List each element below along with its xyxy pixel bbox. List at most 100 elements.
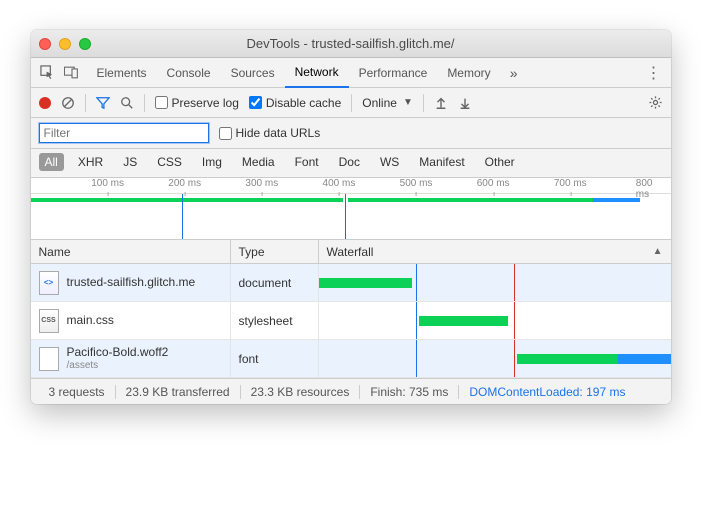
table-row[interactable]: Pacifico-Bold.woff2/assets font <box>31 340 671 378</box>
waterfall-marker <box>416 264 417 301</box>
tab-elements[interactable]: Elements <box>87 58 157 88</box>
more-tabs-button[interactable]: » <box>503 62 525 84</box>
status-bar: 3 requests 23.9 KB transferred 23.3 KB r… <box>31 378 671 404</box>
cell-type: document <box>231 264 319 301</box>
request-name: trusted-sailfish.glitch.me <box>67 275 196 289</box>
waterfall-marker <box>416 302 417 339</box>
hide-data-urls-checkbox[interactable]: Hide data URLs <box>219 126 321 140</box>
cell-name: <>trusted-sailfish.glitch.me <box>31 264 231 301</box>
waterfall-marker <box>514 264 515 301</box>
file-css-icon: CSS <box>39 309 59 333</box>
device-toolbar-icon[interactable] <box>61 62 83 84</box>
timeline-bar <box>501 198 594 202</box>
inspect-element-icon[interactable] <box>37 62 59 84</box>
timeline-tick: 200 ms <box>168 178 201 189</box>
preserve-log-input[interactable] <box>155 96 168 109</box>
clear-button[interactable] <box>61 96 75 110</box>
table-row[interactable]: <>trusted-sailfish.glitch.medocument <box>31 264 671 302</box>
type-filter-doc[interactable]: Doc <box>333 153 366 171</box>
waterfall-marker <box>514 340 515 377</box>
column-waterfall[interactable]: Waterfall ▲ <box>319 240 671 263</box>
timeline-bar <box>348 198 501 202</box>
timeline-bar <box>168 198 343 202</box>
timeline-tick: 600 ms <box>477 178 510 189</box>
status-resources: 23.3 KB resources <box>241 385 361 399</box>
preserve-log-checkbox[interactable]: Preserve log <box>155 96 239 110</box>
filter-icon[interactable] <box>96 96 110 110</box>
timeline-tick: 500 ms <box>400 178 433 189</box>
network-toolbar: Preserve log Disable cache Online ▼ <box>31 88 671 118</box>
kebab-menu-icon[interactable]: ⋮ <box>643 62 665 84</box>
type-filter-font[interactable]: Font <box>289 153 325 171</box>
preserve-log-label: Preserve log <box>172 96 239 110</box>
overview-timeline[interactable]: 100 ms 200 ms 300 ms 400 ms 500 ms 600 ms 700 … <box>31 178 671 240</box>
panel-tabs: ElementsConsoleSourcesNetworkPerformance… <box>31 58 671 88</box>
cell-type: stylesheet <box>231 302 319 339</box>
timeline-ruler: 100 ms 200 ms 300 ms 400 ms 500 ms 600 ms 700 … <box>31 178 671 194</box>
column-name[interactable]: Name <box>31 240 231 263</box>
hide-data-urls-input[interactable] <box>219 127 232 140</box>
throttling-select[interactable]: Online ▼ <box>362 96 413 110</box>
filter-input[interactable] <box>39 123 209 143</box>
request-name: main.css <box>67 313 114 327</box>
status-transferred: 23.9 KB transferred <box>116 385 241 399</box>
throttling-value: Online <box>362 96 397 110</box>
search-icon[interactable] <box>120 96 134 110</box>
timeline-tick: 300 ms <box>245 178 278 189</box>
disable-cache-input[interactable] <box>249 96 262 109</box>
divider <box>351 94 352 112</box>
type-filter-ws[interactable]: WS <box>374 153 405 171</box>
request-name: Pacifico-Bold.woff2 <box>67 345 169 359</box>
type-filter-media[interactable]: Media <box>236 153 281 171</box>
devtools-window: DevTools - trusted-sailfish.glitch.me/ E… <box>31 30 671 404</box>
divider <box>144 94 145 112</box>
divider <box>423 94 424 112</box>
settings-gear-icon[interactable] <box>648 95 663 110</box>
table-body: <>trusted-sailfish.glitch.medocument CSS m… <box>31 264 671 378</box>
status-requests: 3 requests <box>39 385 116 399</box>
window-title: DevTools - trusted-sailfish.glitch.me/ <box>31 36 671 51</box>
file-font-icon <box>39 347 59 371</box>
timeline-body <box>31 194 671 239</box>
cell-type: font <box>231 340 319 377</box>
divider <box>85 94 86 112</box>
column-type[interactable]: Type <box>231 240 319 263</box>
cell-waterfall <box>319 340 671 377</box>
cell-waterfall <box>319 264 671 301</box>
type-filter-js[interactable]: JS <box>117 153 143 171</box>
type-filter-other[interactable]: Other <box>479 153 521 171</box>
window-titlebar: DevTools - trusted-sailfish.glitch.me/ <box>31 30 671 58</box>
resource-type-filter: All XHR JS CSS Img Media Font Doc WS Manifest Othe… <box>31 149 671 178</box>
timeline-tick: 100 ms <box>91 178 124 189</box>
waterfall-bar <box>618 354 670 364</box>
timeline-bar <box>31 198 168 202</box>
export-har-icon[interactable] <box>458 96 472 110</box>
waterfall-marker <box>416 340 417 377</box>
requests-table: Name Type Waterfall ▲ <>trusted-sailfish… <box>31 240 671 378</box>
tab-network[interactable]: Network <box>285 58 349 88</box>
table-row[interactable]: CSS main.css stylesheet <box>31 302 671 340</box>
status-finish: Finish: 735 ms <box>360 385 459 399</box>
type-filter-xhr[interactable]: XHR <box>72 153 109 171</box>
type-filter-css[interactable]: CSS <box>151 153 188 171</box>
type-filter-img[interactable]: Img <box>196 153 228 171</box>
request-path: /assets <box>67 360 169 372</box>
table-header: Name Type Waterfall ▲ <box>31 240 671 264</box>
tab-memory[interactable]: Memory <box>437 58 500 88</box>
cell-name: CSS main.css <box>31 302 231 339</box>
import-har-icon[interactable] <box>434 96 448 110</box>
waterfall-marker <box>514 302 515 339</box>
tab-sources[interactable]: Sources <box>221 58 285 88</box>
waterfall-bar <box>319 278 413 288</box>
filter-row: Hide data URLs <box>31 118 671 149</box>
disable-cache-checkbox[interactable]: Disable cache <box>249 96 341 110</box>
tab-performance[interactable]: Performance <box>349 58 438 88</box>
record-button[interactable] <box>39 97 51 109</box>
tab-console[interactable]: Console <box>157 58 221 88</box>
timeline-bar <box>593 198 639 202</box>
type-filter-all[interactable]: All <box>39 153 64 171</box>
type-filter-manifest[interactable]: Manifest <box>413 153 470 171</box>
waterfall-bar <box>517 354 619 364</box>
timeline-tick: 400 ms <box>323 178 356 189</box>
timeline-tick: 700 ms <box>554 178 587 189</box>
